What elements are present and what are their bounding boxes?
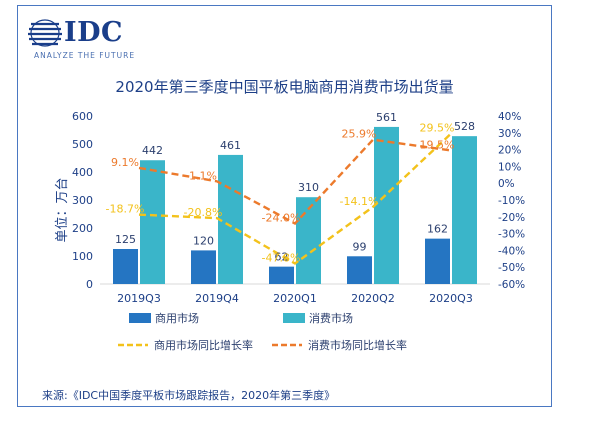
legend-label: 商用市场同比增长率 xyxy=(154,338,253,352)
commercial-bar xyxy=(347,256,372,284)
commercial-bar xyxy=(113,249,138,284)
commercial-growth-label: -14.1% xyxy=(340,195,379,208)
consumer-value-label: 528 xyxy=(454,120,475,133)
logo-tagline: ANALYZE THE FUTURE xyxy=(34,51,136,60)
y2-tick-label: -30% xyxy=(498,229,525,241)
y2-tick-label: -60% xyxy=(498,279,525,291)
commercial-value-label: 125 xyxy=(115,233,136,246)
y2-tick-label: -50% xyxy=(498,262,525,274)
y2-tick-label: -40% xyxy=(498,245,525,257)
commercial-growth-label: -20.8% xyxy=(184,206,223,219)
commercial-bar xyxy=(269,266,294,284)
consumer-value-label: 442 xyxy=(142,144,163,157)
commercial-value-label: 62 xyxy=(275,251,289,264)
y2-tick-label: 10% xyxy=(498,161,521,173)
logo-brand: IDC xyxy=(64,17,124,48)
chart-title: 2020年第三季度中国平板电脑商用消费市场出货量 xyxy=(115,78,454,96)
consumer-bar xyxy=(296,197,321,284)
y-axis-title: 单位：万台 xyxy=(55,177,70,242)
legend-label: 商用市场 xyxy=(155,311,199,325)
consumer-bar xyxy=(452,136,477,284)
commercial-value-label: 99 xyxy=(353,240,367,253)
consumer-value-label: 461 xyxy=(220,139,241,152)
source-note: 来源:《IDC中国季度平板市场跟踪报告，2020年第三季度》 xyxy=(42,389,336,402)
y-tick-label: 600 xyxy=(72,110,93,123)
consumer-value-label: 310 xyxy=(298,181,319,194)
y2-tick-label: 20% xyxy=(498,145,521,157)
x-tick-label: 2020Q1 xyxy=(273,292,317,305)
commercial-growth-line xyxy=(138,132,452,265)
consumer-growth-line xyxy=(138,138,452,226)
x-tick-label: 2020Q3 xyxy=(429,292,473,305)
consumer-growth-label: 19.5% xyxy=(420,138,455,151)
legend-label: 消费市场 xyxy=(309,311,353,325)
legend-swatch xyxy=(129,313,151,323)
y-tick-label: 100 xyxy=(72,250,93,263)
y2-tick-label: 30% xyxy=(498,128,521,140)
commercial-growth-label: -18.7% xyxy=(106,203,145,216)
y-tick-label: 300 xyxy=(72,194,93,207)
x-tick-label: 2019Q3 xyxy=(117,292,161,305)
legend-swatch xyxy=(283,313,305,323)
idc-logo: IDC ANALYZE THE FUTURE xyxy=(28,15,168,61)
consumer-growth-label: 9.1% xyxy=(111,156,139,169)
commercial-growth-label: 29.5% xyxy=(420,122,455,135)
legend-label: 消费市场同比增长率 xyxy=(308,338,407,352)
consumer-bar xyxy=(218,154,243,284)
x-tick-label: 2020Q2 xyxy=(351,292,395,305)
commercial-bar xyxy=(191,250,216,284)
y-tick-label: 0 xyxy=(86,278,93,291)
y2-tick-label: -10% xyxy=(498,195,525,207)
x-tick-label: 2019Q4 xyxy=(195,292,239,305)
y2-tick-label: 0% xyxy=(498,178,515,190)
consumer-bar xyxy=(374,126,399,284)
commercial-bar xyxy=(425,238,450,284)
consumer-growth-label: 25.9% xyxy=(342,128,377,141)
idc-logo-icon xyxy=(28,19,62,47)
consumer-growth-label: -24.0% xyxy=(262,212,301,225)
y-tick-label: 200 xyxy=(72,222,93,235)
y-tick-label: 500 xyxy=(72,138,93,151)
commercial-growth-label: -47.8% xyxy=(262,252,301,265)
y-tick-label: 400 xyxy=(72,166,93,179)
commercial-value-label: 120 xyxy=(193,234,214,247)
y2-tick-label: 40% xyxy=(498,111,521,123)
consumer-value-label: 561 xyxy=(376,111,397,124)
commercial-value-label: 162 xyxy=(427,223,448,236)
y2-tick-label: -20% xyxy=(498,212,525,224)
consumer-bar xyxy=(140,160,165,284)
consumer-growth-label: 1.1% xyxy=(189,169,217,182)
